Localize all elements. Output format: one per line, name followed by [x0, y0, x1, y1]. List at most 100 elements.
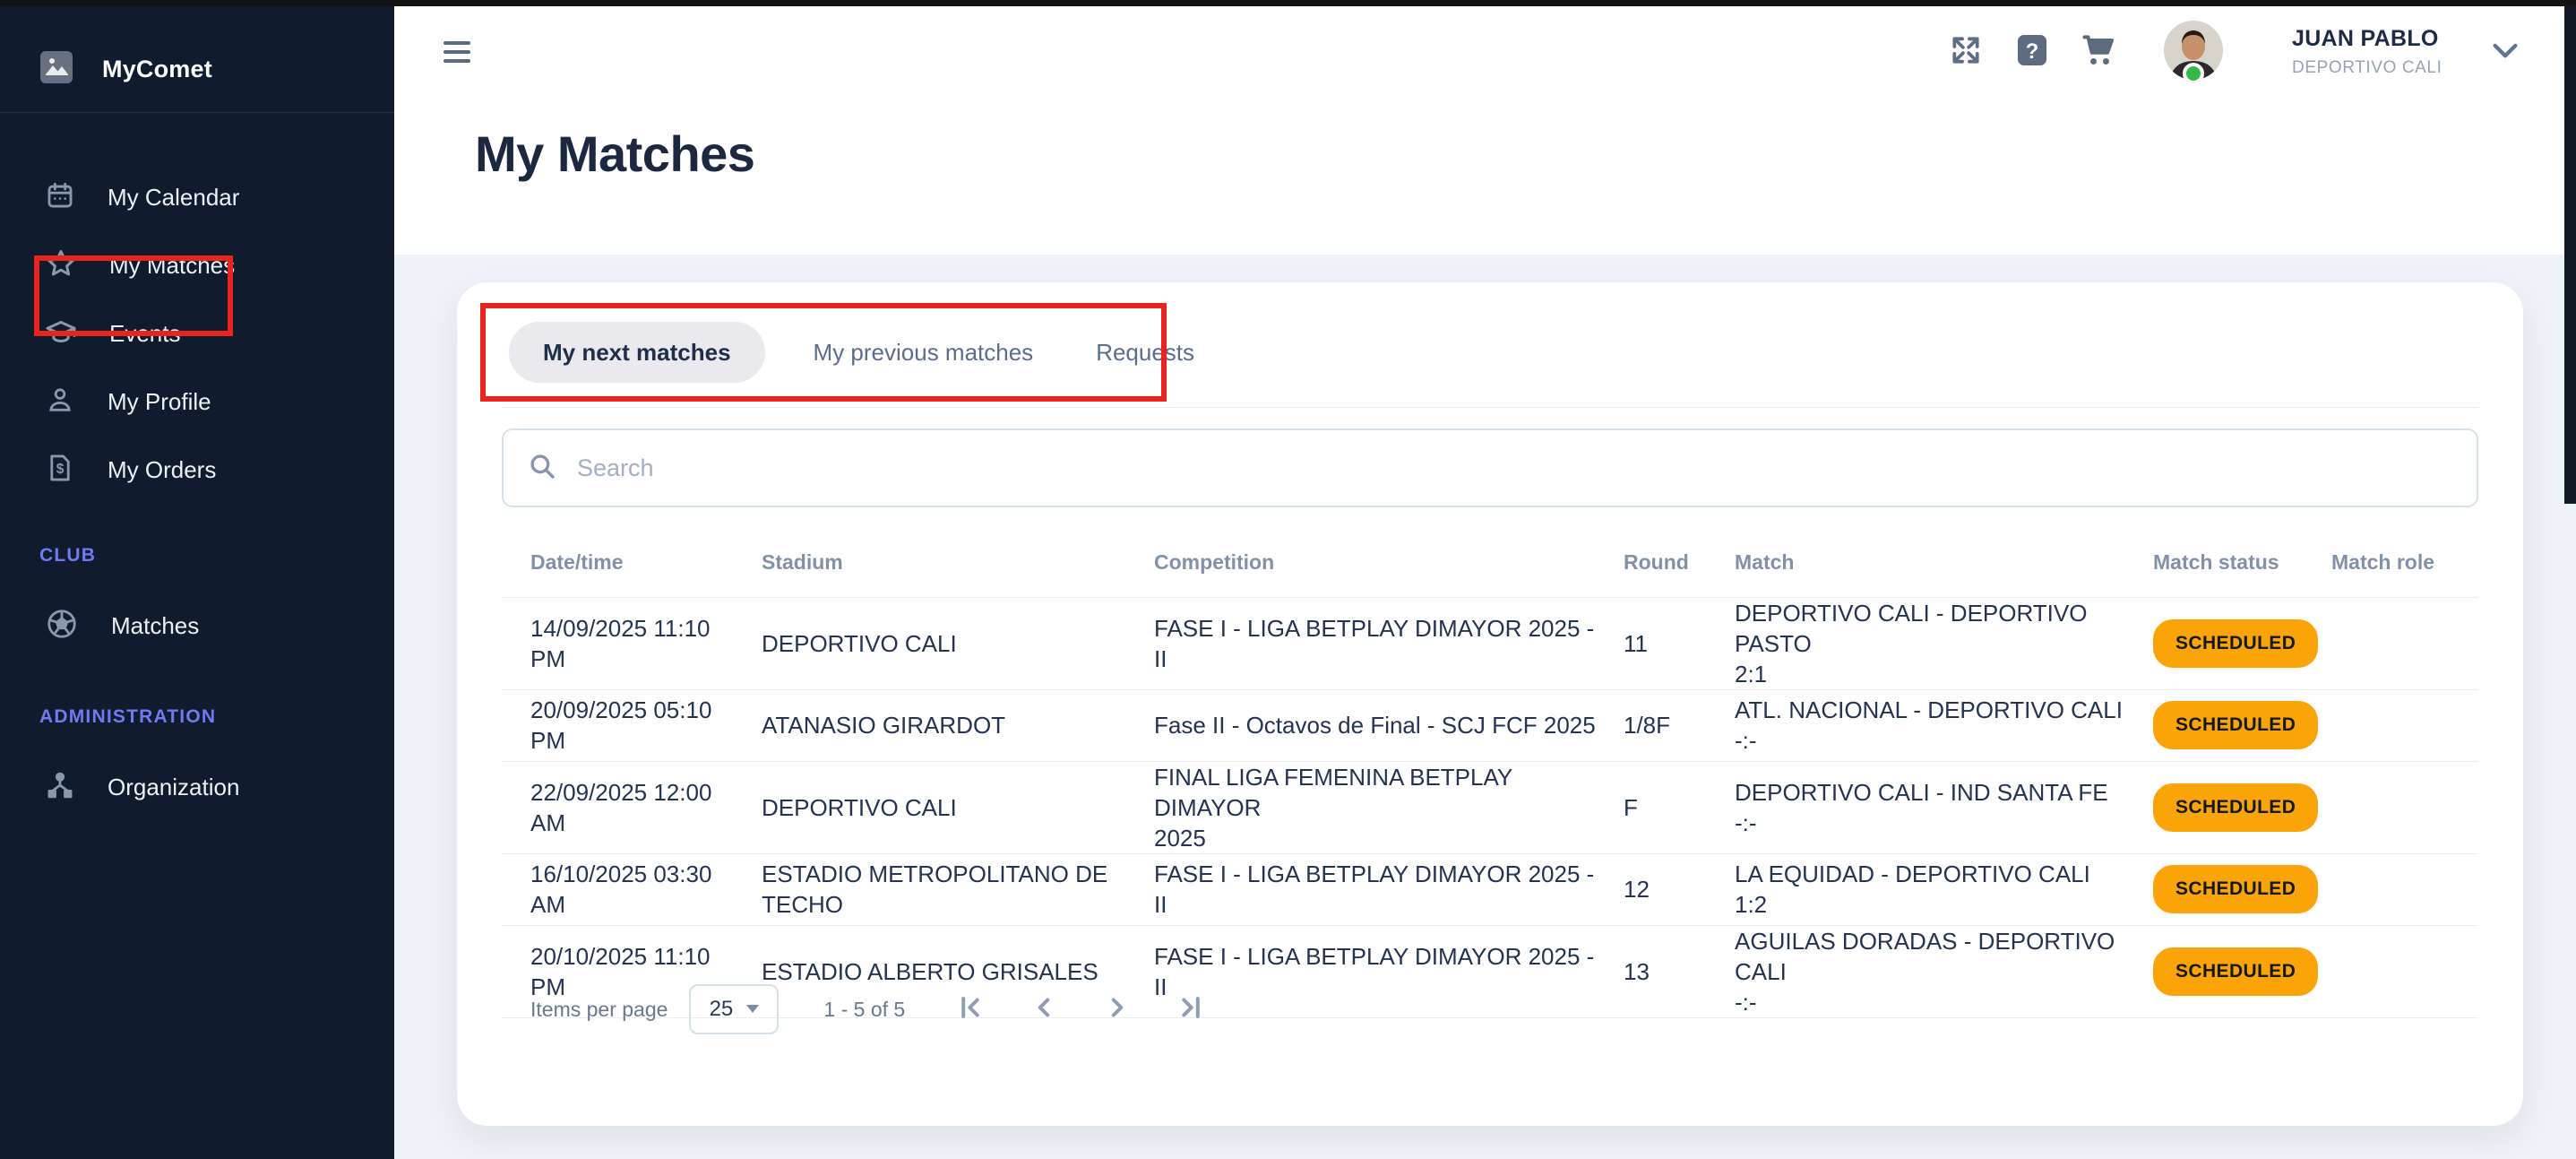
- sidebar-item-label: My Calendar: [108, 183, 240, 211]
- cell-stadium: ATANASIO GIRARDOT: [762, 688, 1154, 761]
- col-header-round: Round: [1624, 550, 1689, 575]
- soccer-ball-icon: [45, 607, 79, 645]
- cell-datetime: 14/09/2025 11:10 PM: [502, 596, 762, 689]
- cell-match-role: [2331, 760, 2478, 853]
- col-header-competition: Competition: [1154, 550, 1275, 575]
- user-menu-toggle[interactable]: [2487, 40, 2523, 67]
- screen-top-edge: [0, 0, 2576, 6]
- cell-stadium: ESTADIO ALBERTO GRISALES: [762, 924, 1154, 1018]
- table-row[interactable]: 16/10/2025 03:30 AM ESTADIO METROPOLITAN…: [502, 852, 2478, 925]
- fullscreen-button[interactable]: [1946, 32, 1986, 72]
- cell-datetime: 20/09/2025 05:10 PM: [502, 688, 762, 761]
- menu-toggle-button[interactable]: [444, 33, 481, 71]
- online-status-dot: [2183, 63, 2204, 84]
- status-badge: SCHEDULED: [2153, 701, 2319, 749]
- sidebar-item-my-matches[interactable]: My Matches: [0, 231, 394, 299]
- graduation-cap-icon: [45, 316, 77, 352]
- chevron-down-icon: [2490, 40, 2520, 68]
- first-page-button[interactable]: [952, 990, 989, 1028]
- last-page-button[interactable]: [1172, 990, 1210, 1028]
- col-header-match-status: Match status: [2153, 550, 2279, 575]
- cell-stadium: DEPORTIVO CALI: [762, 596, 1154, 689]
- org-chart-icon: [45, 770, 75, 805]
- cell-match: AGUILAS DORADAS - DEPORTIVO CALI -:-: [1735, 924, 2153, 1018]
- sidebar-section-club: CLUB: [39, 545, 97, 566]
- cell-match-status: SCHEDULED: [2153, 924, 2331, 1018]
- pagination: Items per page 25 1 - 5 of 5: [530, 982, 1210, 1036]
- expand-icon: [1949, 33, 1983, 72]
- previous-page-button[interactable]: [1025, 990, 1063, 1028]
- matches-table: Date/time Stadium Competition Round Matc…: [502, 529, 2478, 1018]
- question-mark-icon: ?: [2016, 32, 2048, 73]
- sidebar-item-events[interactable]: Events: [0, 299, 394, 368]
- table-row[interactable]: 20/09/2025 05:10 PM ATANASIO GIRARDOT Fa…: [502, 688, 2478, 761]
- col-header-match: Match: [1735, 550, 1795, 575]
- sidebar-item-my-orders[interactable]: $ My Orders: [0, 436, 394, 504]
- cell-competition: FINAL LIGA FEMENINA BETPLAY DIMAYOR 2025: [1154, 760, 1624, 853]
- page-scrollbar[interactable]: [2564, 6, 2576, 504]
- items-per-page-select[interactable]: 25: [689, 984, 780, 1034]
- next-page-button[interactable]: [1098, 990, 1136, 1028]
- shopping-cart-icon: [2079, 30, 2118, 74]
- chevron-left-icon: [1029, 992, 1059, 1027]
- invoice-icon: $: [45, 453, 75, 488]
- matches-card: My next matches My previous matches Requ…: [457, 282, 2523, 1126]
- main-area: ? JUAN PABLO DEPORTIVO CALI My Matches: [394, 6, 2576, 1159]
- table-row[interactable]: 20/10/2025 11:10 PM ESTADIO ALBERTO GRIS…: [502, 924, 2478, 1018]
- cell-match: DEPORTIVO CALI - DEPORTIVO PASTO 2:1: [1735, 596, 2153, 689]
- page-range-label: 1 - 5 of 5: [823, 997, 906, 1021]
- svg-text:?: ?: [2026, 39, 2039, 64]
- sidebar-item-organization[interactable]: Organization: [0, 753, 394, 821]
- sidebar-item-my-profile[interactable]: My Profile: [0, 368, 394, 436]
- cell-competition: FASE I - LIGA BETPLAY DIMAYOR 2025 - II: [1154, 924, 1624, 1018]
- svg-text:$: $: [56, 461, 65, 476]
- sidebar-item-matches[interactable]: Matches: [0, 592, 394, 660]
- cell-match: LA EQUIDAD - DEPORTIVO CALI 1:2: [1735, 852, 2153, 925]
- star-icon: [45, 247, 77, 284]
- cell-match-status: SCHEDULED: [2153, 688, 2331, 761]
- cell-round: 1/8F: [1624, 688, 1735, 761]
- user-menu[interactable]: JUAN PABLO DEPORTIVO CALI: [2292, 26, 2498, 78]
- cell-match-role: [2331, 852, 2478, 925]
- tabs-divider: [502, 407, 2478, 408]
- items-per-page-label: Items per page: [530, 997, 668, 1021]
- sidebar-item-label: My Orders: [108, 455, 217, 483]
- caret-down-icon: [746, 1001, 760, 1017]
- cell-round: F: [1624, 760, 1735, 853]
- help-button[interactable]: ?: [2012, 32, 2052, 72]
- cell-match-status: SCHEDULED: [2153, 852, 2331, 925]
- sidebar-section-administration: ADMINISTRATION: [39, 706, 217, 727]
- app-logo: MyComet: [0, 6, 394, 105]
- cell-match-role: [2331, 688, 2478, 761]
- status-badge: SCHEDULED: [2153, 947, 2319, 996]
- user-name: JUAN PABLO: [2292, 26, 2439, 51]
- sidebar-item-my-calendar[interactable]: My Calendar: [0, 163, 394, 231]
- sidebar-item-label: Organization: [108, 773, 240, 800]
- cell-match-status: SCHEDULED: [2153, 596, 2331, 689]
- table-row[interactable]: 22/09/2025 12:00 AM DEPORTIVO CALI FINAL…: [502, 760, 2478, 853]
- chevron-right-icon: [1102, 992, 1133, 1027]
- cell-match-role: [2331, 596, 2478, 689]
- avatar-photo: [2164, 21, 2223, 80]
- search-icon: [504, 451, 557, 486]
- table-header-row: Date/time Stadium Competition Round Matc…: [502, 529, 2478, 597]
- tab-my-previous-matches[interactable]: My previous matches: [813, 338, 1034, 366]
- cell-match-role: [2331, 924, 2478, 1018]
- calendar-icon: [45, 180, 75, 215]
- cart-button[interactable]: [2077, 30, 2120, 74]
- matches-tabs: My next matches My previous matches Requ…: [509, 321, 1209, 384]
- user-organization: DEPORTIVO CALI: [2292, 58, 2442, 77]
- cell-competition: Fase II - Octavos de Final - SCJ FCF 202…: [1154, 688, 1624, 761]
- cell-datetime: 22/09/2025 12:00 AM: [502, 760, 762, 853]
- cell-competition: FASE I - LIGA BETPLAY DIMAYOR 2025 - II: [1154, 852, 1624, 925]
- search-input[interactable]: [577, 454, 2477, 482]
- table-row[interactable]: 14/09/2025 11:10 PM DEPORTIVO CALI FASE …: [502, 596, 2478, 689]
- status-badge: SCHEDULED: [2153, 618, 2319, 668]
- cell-round: 12: [1624, 852, 1735, 925]
- user-avatar[interactable]: [2163, 20, 2224, 86]
- tab-requests[interactable]: Requests: [1096, 338, 1195, 366]
- col-header-datetime: Date/time: [530, 550, 624, 575]
- sidebar-item-label: Matches: [111, 611, 200, 639]
- tab-my-next-matches[interactable]: My next matches: [509, 322, 765, 383]
- cell-stadium: DEPORTIVO CALI: [762, 760, 1154, 853]
